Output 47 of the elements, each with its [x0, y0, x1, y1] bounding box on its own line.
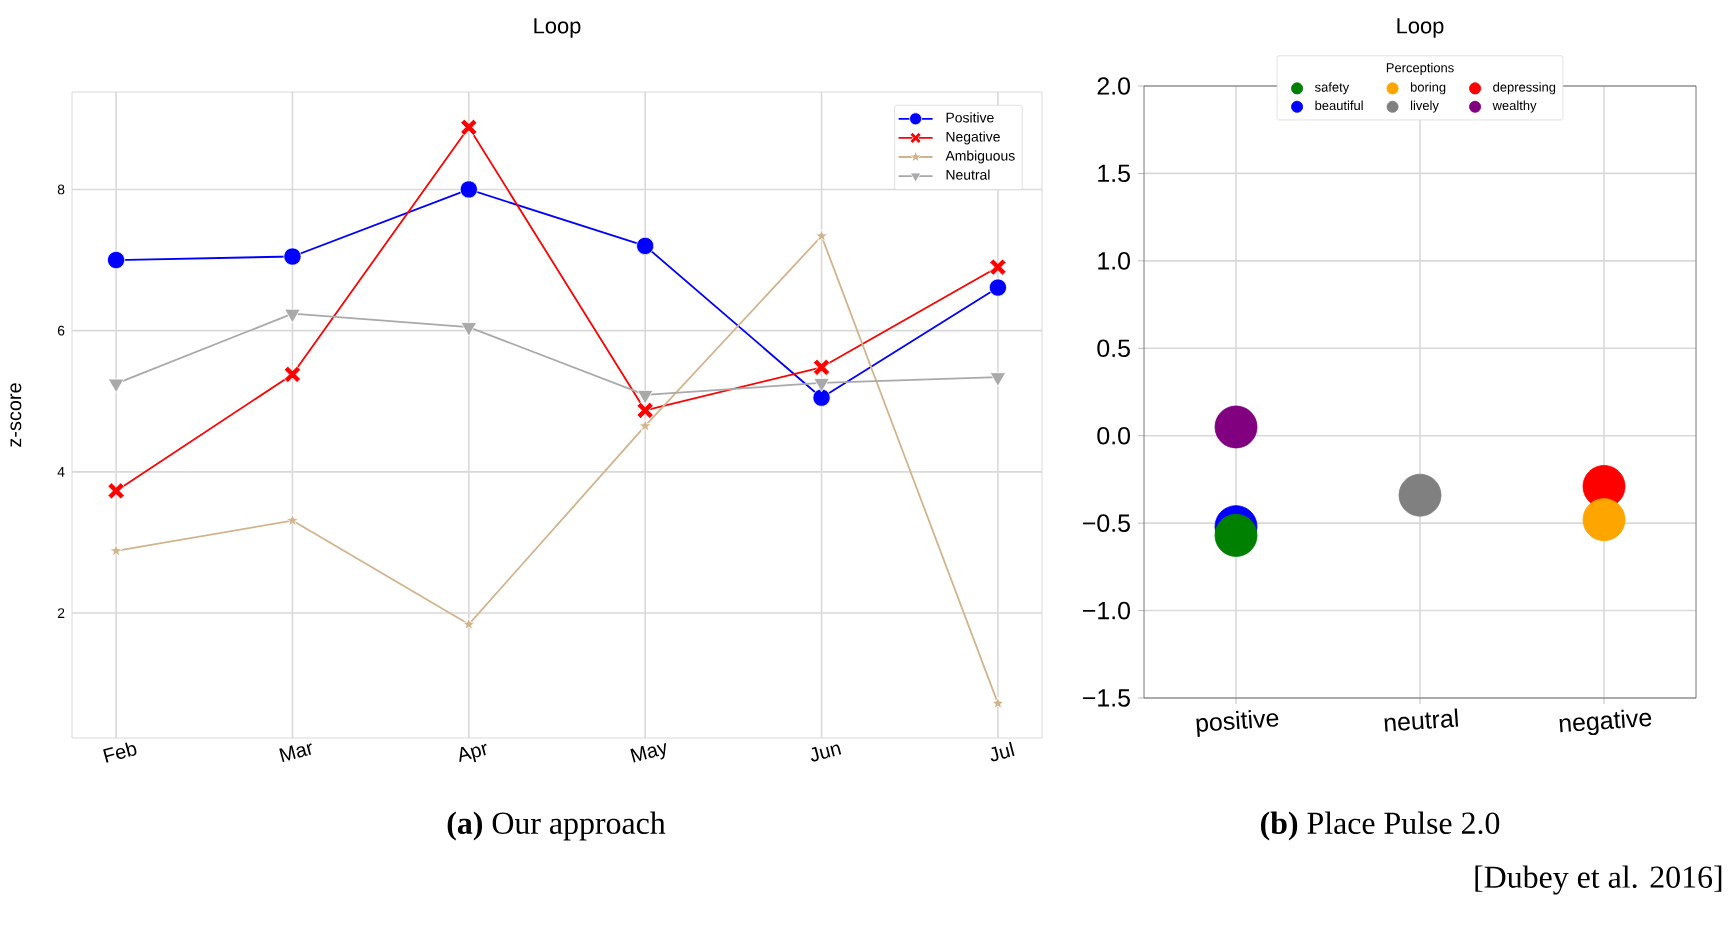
x-tick-label: Feb	[103, 742, 137, 763]
point	[459, 180, 478, 199]
x-tick-label: Apr	[459, 743, 487, 763]
y-tick-label: 0.0	[1097, 426, 1130, 445]
point	[460, 322, 478, 337]
point	[284, 308, 301, 324]
x-tick-label: Mar	[279, 743, 312, 763]
point	[636, 236, 655, 255]
point	[283, 247, 302, 266]
point	[813, 377, 830, 393]
x-tick-label: negative	[1559, 709, 1652, 736]
point	[107, 378, 125, 393]
x-tick-label: May	[630, 743, 666, 763]
point	[283, 365, 301, 383]
point	[988, 278, 1007, 297]
text: (b) Place Pulse 2.0	[1261, 811, 1500, 841]
point	[991, 696, 1005, 709]
y-tick-label: 0.5	[1097, 339, 1130, 358]
point	[460, 118, 478, 136]
point	[107, 482, 125, 500]
y-tick-label: 1.0	[1098, 252, 1130, 270]
y-tick-label: −0.5	[1083, 514, 1130, 532]
point	[109, 544, 123, 557]
y-tick-label: −1.0	[1083, 601, 1130, 620]
x-tick-label: neutral	[1384, 708, 1459, 732]
x-tick-label: Jul	[990, 741, 1015, 762]
text: (a) Our approach	[447, 811, 666, 841]
point	[638, 419, 652, 432]
point	[813, 358, 831, 376]
y-tick-label: 1.5	[1098, 164, 1130, 183]
x-tick-label: positive	[1196, 709, 1279, 737]
x-tick-label: Jun	[810, 744, 842, 762]
point	[636, 389, 654, 405]
point	[989, 372, 1007, 387]
y-tick-label: 2.0	[1097, 77, 1130, 95]
point	[989, 258, 1007, 276]
chart-title: Loop	[534, 18, 581, 38]
point	[812, 388, 831, 407]
point	[285, 513, 299, 527]
chart-title: Loop	[1397, 18, 1444, 38]
point	[815, 229, 829, 242]
y-axis-title: z-score	[10, 383, 22, 447]
point	[107, 251, 126, 270]
text: [Dubey et al. 2016]	[1475, 865, 1722, 895]
point	[636, 401, 654, 419]
y-tick-label: −1.5	[1083, 689, 1130, 707]
point	[462, 617, 476, 630]
